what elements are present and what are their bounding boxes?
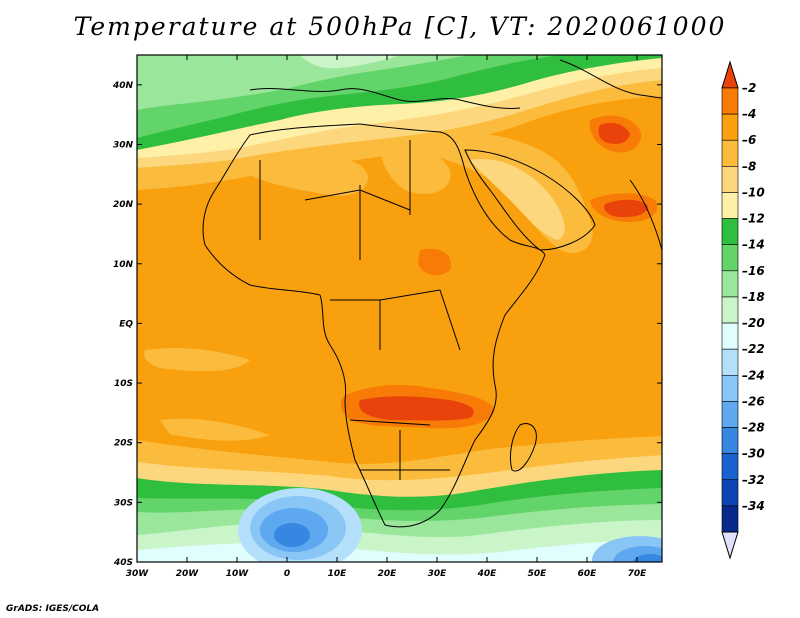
colorbar-label: –6 <box>742 133 756 147</box>
colorbar-bottom-arrow <box>721 531 739 560</box>
colorbar-label: –14 <box>742 238 765 252</box>
colorbar-swatch <box>721 166 739 193</box>
colorbar-swatch <box>721 244 739 272</box>
colorbar-swatch <box>721 348 739 376</box>
colorbar-label: –24 <box>742 368 765 382</box>
colorbar-label: –4 <box>742 107 756 121</box>
colorbar-label: –20 <box>742 316 765 330</box>
lat-tick-label: 20N <box>113 200 134 210</box>
lat-tick-label: 10S <box>114 379 133 389</box>
colorbar-swatch <box>721 218 739 246</box>
colorbar-swatch <box>721 192 739 219</box>
lon-tick-label: 50E <box>528 569 548 579</box>
colorbar-swatch <box>721 87 739 115</box>
lat-tick-label: 30S <box>114 498 133 508</box>
colorbar-swatch <box>721 479 739 507</box>
colorbar-label: –8 <box>742 159 756 173</box>
colorbar-swatch <box>721 453 739 481</box>
colorbar-label: –32 <box>742 473 765 487</box>
colorbar: –2 –4 –6 –8 –10 –12 –14 –16 –18 –20 –22 –24 –26 –28 –3… <box>721 60 765 560</box>
colorbar-label: –28 <box>742 421 765 435</box>
colorbar-swatch <box>721 139 739 167</box>
colorbar-swatch <box>721 270 739 298</box>
colorbar-label: –18 <box>742 290 765 304</box>
lon-tick-label: 40E <box>477 569 498 579</box>
lat-tick-label: EQ <box>119 319 133 329</box>
lat-tick-label: 40S <box>113 558 133 568</box>
colorbar-swatch <box>721 322 739 350</box>
lon-tick-label: 10W <box>226 569 250 579</box>
colorbar-swatch <box>721 296 739 324</box>
colorbar-swatch <box>721 427 739 454</box>
axis-ticks: 30W 20W 10W 0 10E 20E 30E 40E 50E 60E 70E 40N 30N 20N… <box>112 55 662 579</box>
colorbar-label: –30 <box>742 447 765 461</box>
colorbar-label: –26 <box>742 394 765 408</box>
lat-tick-label: 30N <box>113 140 134 150</box>
colorbar-label: –12 <box>742 212 765 226</box>
lon-tick-label: 20W <box>176 569 200 579</box>
colorbar-top-arrow <box>721 60 739 89</box>
colorbar-swatch <box>721 505 739 533</box>
lon-tick-label: 70E <box>628 569 648 579</box>
colorbar-label: –16 <box>742 264 765 278</box>
colorbar-swatch <box>721 113 739 141</box>
plot-frame <box>136 54 663 563</box>
colorbar-label: –22 <box>742 342 765 356</box>
temperature-field <box>137 55 662 562</box>
lon-tick-label: 60E <box>578 569 598 579</box>
colorbar-label: –10 <box>742 185 765 199</box>
colorbar-swatch <box>721 401 739 428</box>
map-title: Temperature at 500hPa [C], VT: 202006100… <box>73 12 727 41</box>
colorbar-label: –34 <box>742 499 765 513</box>
colorbar-swatch <box>721 374 739 402</box>
lat-tick-label: 40N <box>112 81 134 91</box>
lat-tick-label: 10N <box>113 260 134 270</box>
lon-tick-label: 20E <box>378 569 398 579</box>
colorbar-label: –2 <box>742 81 756 95</box>
lat-tick-label: 20S <box>114 439 133 449</box>
lon-tick-label: 30W <box>126 569 150 579</box>
coastlines <box>202 59 662 528</box>
credit-label: GrADS: IGES/COLA <box>6 604 100 614</box>
lon-tick-label: 10E <box>328 569 348 579</box>
lon-tick-label: 0 <box>284 569 290 579</box>
lon-tick-label: 30E <box>428 569 448 579</box>
